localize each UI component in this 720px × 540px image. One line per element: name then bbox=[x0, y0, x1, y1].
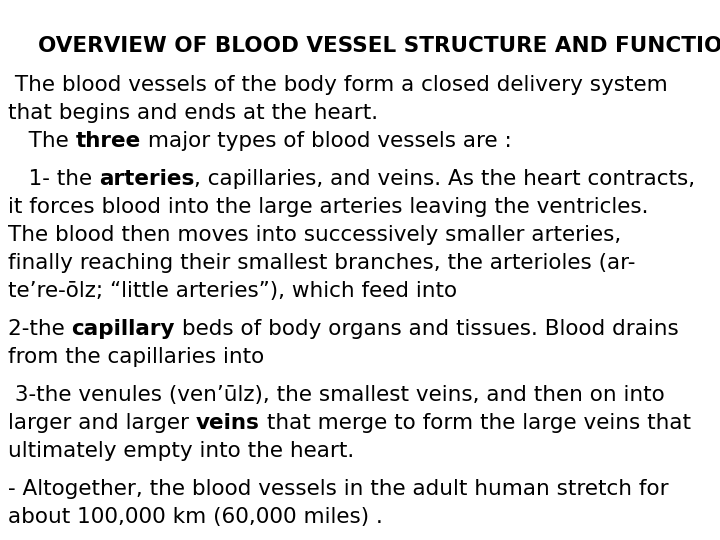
Text: about 100,000 km (60,000 miles) .: about 100,000 km (60,000 miles) . bbox=[8, 507, 383, 527]
Text: finally reaching their smallest branches, the arterioles (ar-: finally reaching their smallest branches… bbox=[8, 253, 635, 273]
Text: 1- the: 1- the bbox=[8, 169, 99, 189]
Text: veins: veins bbox=[196, 413, 260, 433]
Text: it forces blood into the large arteries leaving the ventricles.: it forces blood into the large arteries … bbox=[8, 197, 649, 217]
Text: The blood vessels of the body form a closed delivery system: The blood vessels of the body form a clo… bbox=[8, 75, 667, 95]
Text: te’re-ōlz; “little arteries”), which feed into: te’re-ōlz; “little arteries”), which fee… bbox=[8, 281, 457, 301]
Text: three: three bbox=[76, 131, 141, 151]
Text: arteries: arteries bbox=[99, 169, 194, 189]
Text: OVERVIEW OF BLOOD VESSEL STRUCTURE AND FUNCTION: OVERVIEW OF BLOOD VESSEL STRUCTURE AND F… bbox=[38, 36, 720, 56]
Text: , capillaries, and veins. As the heart contracts,: , capillaries, and veins. As the heart c… bbox=[194, 169, 696, 189]
Text: The blood then moves into successively smaller arteries,: The blood then moves into successively s… bbox=[8, 225, 621, 245]
Text: larger and larger: larger and larger bbox=[8, 413, 196, 433]
Text: 3-the venules (ven’ūlz), the smallest veins, and then on into: 3-the venules (ven’ūlz), the smallest ve… bbox=[8, 385, 665, 405]
Text: from the capillaries into: from the capillaries into bbox=[8, 347, 264, 367]
Text: that begins and ends at the heart.: that begins and ends at the heart. bbox=[8, 103, 378, 123]
Text: ultimately empty into the heart.: ultimately empty into the heart. bbox=[8, 441, 354, 461]
Text: The: The bbox=[8, 131, 76, 151]
Text: - Altogether, the blood vessels in the adult human stretch for: - Altogether, the blood vessels in the a… bbox=[8, 479, 669, 499]
Text: beds of body organs and tissues. Blood drains: beds of body organs and tissues. Blood d… bbox=[175, 319, 679, 339]
Text: 2-the: 2-the bbox=[8, 319, 71, 339]
Text: capillary: capillary bbox=[71, 319, 175, 339]
Text: major types of blood vessels are :: major types of blood vessels are : bbox=[141, 131, 512, 151]
Text: that merge to form the large veins that: that merge to form the large veins that bbox=[260, 413, 690, 433]
